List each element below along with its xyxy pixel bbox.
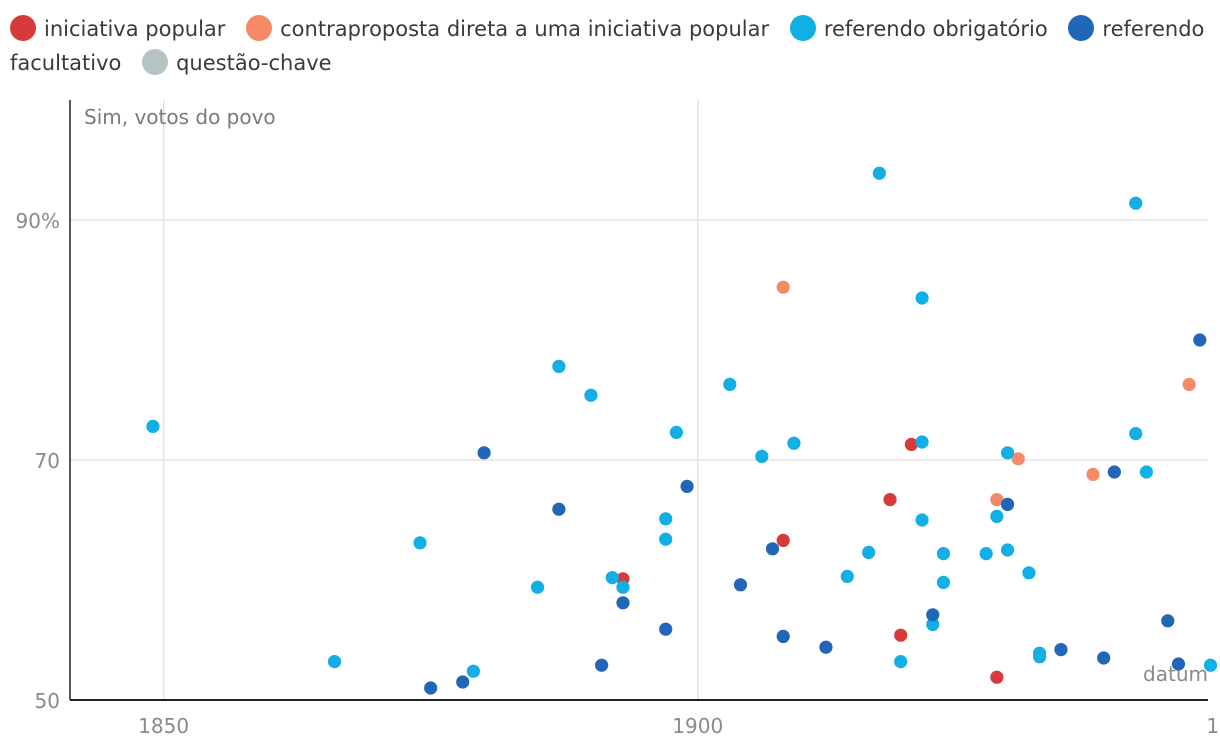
point-iniciativa-popular[interactable]: [776, 533, 790, 548]
point-referendo-obrigatorio[interactable]: [787, 436, 801, 450]
point-referendo-obrigatorio[interactable]: [659, 532, 673, 546]
legend-item-iniciativa-popular[interactable]: iniciativa popular: [10, 15, 226, 41]
legend: iniciativa popular contraproposta direta…: [10, 12, 1215, 80]
point-referendo-facultativo[interactable]: [1171, 657, 1186, 671]
point-referendo-obrigatorio[interactable]: [894, 655, 908, 669]
point-referendo-obrigatorio[interactable]: [936, 575, 951, 590]
point-contraproposta[interactable]: [776, 280, 790, 294]
point-referendo-facultativo[interactable]: [776, 629, 790, 644]
x-tick-label: 1900: [672, 714, 723, 738]
y-tick-label: 90%: [16, 209, 60, 233]
point-referendo-obrigatorio[interactable]: [915, 435, 929, 449]
point-referendo-facultativo[interactable]: [1193, 333, 1207, 347]
point-contraproposta[interactable]: [990, 493, 1004, 507]
x-tick-label: 1950: [1206, 714, 1220, 738]
point-iniciativa-popular[interactable]: [894, 628, 908, 642]
point-referendo-facultativo[interactable]: [765, 542, 780, 556]
point-contraproposta[interactable]: [1011, 452, 1025, 466]
legend-swatch-orange: [246, 15, 273, 41]
point-referendo-facultativo[interactable]: [424, 681, 438, 695]
legend-label: referendo facultativo: [10, 17, 1205, 75]
legend-swatch-grey: [142, 49, 169, 75]
legend-item-questao-chave[interactable]: questão-chave: [142, 49, 332, 75]
point-referendo-facultativo[interactable]: [1097, 651, 1111, 665]
legend-swatch-red: [10, 15, 36, 41]
point-referendo-obrigatorio[interactable]: [413, 536, 427, 550]
point-referendo-facultativo[interactable]: [1000, 497, 1015, 511]
legend-label: referendo obrigatório: [823, 17, 1048, 41]
legend-item-referendo-obrigatorio[interactable]: referendo obrigatório: [789, 15, 1048, 41]
legend-label: iniciativa popular: [44, 17, 226, 41]
point-referendo-facultativo[interactable]: [616, 596, 630, 610]
point-referendo-obrigatorio[interactable]: [1000, 543, 1015, 557]
legend-swatch-light-blue: [789, 15, 816, 41]
point-referendo-obrigatorio[interactable]: [872, 166, 886, 180]
point-referendo-obrigatorio[interactable]: [616, 580, 630, 594]
legend-swatch-dark-blue: [1068, 15, 1095, 41]
legend-label: questão-chave: [176, 51, 332, 75]
point-referendo-obrigatorio[interactable]: [530, 580, 545, 594]
point-referendo-facultativo[interactable]: [680, 479, 694, 493]
point-referendo-facultativo[interactable]: [595, 658, 609, 672]
point-referendo-obrigatorio[interactable]: [723, 377, 737, 391]
point-contraproposta[interactable]: [1182, 377, 1196, 391]
point-referendo-obrigatorio[interactable]: [327, 655, 342, 669]
point-referendo-obrigatorio[interactable]: [1129, 196, 1143, 210]
point-contraproposta[interactable]: [1086, 467, 1100, 481]
point-referendo-obrigatorio[interactable]: [1000, 446, 1015, 460]
point-referendo-obrigatorio[interactable]: [584, 388, 598, 402]
y-axis: 90% 70 50: [16, 209, 60, 713]
point-referendo-obrigatorio[interactable]: [146, 419, 160, 433]
point-referendo-facultativo[interactable]: [819, 640, 833, 654]
point-referendo-obrigatorio[interactable]: [862, 545, 876, 560]
point-referendo-obrigatorio[interactable]: [755, 449, 769, 463]
point-referendo-obrigatorio[interactable]: [1129, 427, 1143, 441]
point-referendo-obrigatorio[interactable]: [659, 512, 673, 526]
point-referendo-obrigatorio[interactable]: [1139, 465, 1154, 479]
point-referendo-obrigatorio[interactable]: [552, 359, 566, 373]
point-referendo-obrigatorio[interactable]: [915, 291, 929, 305]
legend-label: contraproposta direta a uma iniciativa p…: [280, 17, 770, 41]
point-referendo-obrigatorio[interactable]: [990, 509, 1004, 523]
y-axis-label: Sim, votos do povo: [84, 105, 276, 129]
point-referendo-facultativo[interactable]: [552, 502, 566, 516]
x-tick-label: 1850: [138, 714, 189, 738]
legend-item-referendo-facultativo[interactable]: referendo facultativo: [10, 15, 1205, 75]
x-axis: 185019001950197520002025: [138, 714, 1220, 738]
point-referendo-facultativo[interactable]: [1161, 614, 1175, 628]
point-referendo-facultativo[interactable]: [926, 608, 940, 622]
grid: [70, 100, 1208, 700]
point-referendo-facultativo[interactable]: [456, 675, 470, 689]
point-referendo-facultativo[interactable]: [659, 622, 673, 636]
point-referendo-facultativo[interactable]: [1107, 465, 1121, 479]
point-referendo-obrigatorio[interactable]: [466, 664, 481, 678]
point-referendo-obrigatorio[interactable]: [1203, 658, 1218, 672]
point-referendo-facultativo[interactable]: [733, 578, 748, 592]
point-iniciativa-popular[interactable]: [990, 670, 1004, 684]
data-points: [146, 166, 1218, 695]
point-referendo-obrigatorio[interactable]: [840, 569, 854, 584]
point-referendo-obrigatorio[interactable]: [605, 571, 619, 585]
point-referendo-obrigatorio[interactable]: [926, 617, 940, 632]
point-referendo-facultativo[interactable]: [477, 446, 491, 460]
point-referendo-obrigatorio[interactable]: [936, 547, 951, 561]
point-referendo-obrigatorio[interactable]: [669, 425, 683, 439]
point-referendo-obrigatorio[interactable]: [1022, 566, 1036, 580]
legend-item-contraproposta[interactable]: contraproposta direta a uma iniciativa p…: [246, 15, 770, 41]
point-iniciativa-popular[interactable]: [904, 437, 919, 451]
point-referendo-obrigatorio[interactable]: [915, 513, 929, 527]
point-referendo-obrigatorio[interactable]: [979, 547, 993, 561]
point-referendo-obrigatorio[interactable]: [1032, 646, 1047, 660]
point-iniciativa-popular[interactable]: [883, 493, 897, 507]
y-tick-label: 50: [35, 689, 60, 713]
y-tick-label: 70: [35, 449, 60, 473]
point-referendo-facultativo[interactable]: [1054, 643, 1068, 657]
